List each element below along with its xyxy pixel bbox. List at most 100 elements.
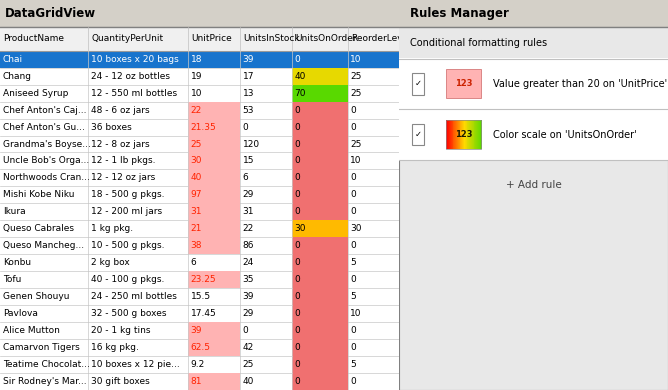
Text: UnitsOnOrder: UnitsOnOrder [295,34,357,43]
Text: Conditional formatting rules: Conditional formatting rules [410,37,547,48]
Text: 18 - 500 g pkgs.: 18 - 500 g pkgs. [91,190,164,199]
Bar [457,120,458,149]
Bar [399,109,668,160]
Text: 17: 17 [242,72,254,81]
Text: 0: 0 [295,156,300,165]
Bar [0,0,399,27]
Text: 5: 5 [350,360,356,369]
Bar [0,119,399,136]
Bar [292,186,347,204]
Text: Chef Anton's Gu...: Chef Anton's Gu... [3,122,85,131]
Text: 39: 39 [190,326,202,335]
Text: UnitPrice: UnitPrice [191,34,232,43]
Bar [292,102,347,119]
Bar [0,170,399,186]
Text: 0: 0 [350,190,356,199]
Text: Queso Cabrales: Queso Cabrales [3,224,73,233]
Text: 29: 29 [242,190,254,199]
Bar [480,120,482,149]
Text: 12 - 12 oz jars: 12 - 12 oz jars [91,174,155,183]
Bar [470,120,471,149]
Text: Alice Mutton: Alice Mutton [3,326,59,335]
Text: Value greater than 20 on 'UnitPrice': Value greater than 20 on 'UnitPrice' [494,79,667,89]
Bar [446,69,482,99]
Bar [473,120,474,149]
Text: 10 boxes x 12 pie...: 10 boxes x 12 pie... [91,360,180,369]
Bar [188,152,240,170]
Bar [188,119,240,136]
Bar [188,220,240,237]
Text: 123: 123 [455,130,473,139]
Text: 86: 86 [242,241,254,250]
Bar [475,120,476,149]
Bar [292,339,347,356]
Text: 30: 30 [295,224,306,233]
Bar [0,373,399,390]
Text: 0: 0 [350,343,356,352]
Text: 10: 10 [190,89,202,98]
Text: 12 - 200 ml jars: 12 - 200 ml jars [91,207,162,216]
Bar [292,373,347,390]
Bar [399,58,668,109]
Bar [477,120,478,149]
Text: Konbu: Konbu [3,258,31,267]
Bar [188,271,240,288]
Bar [478,120,479,149]
Bar [480,120,481,149]
Text: 25: 25 [350,89,361,98]
Text: 25: 25 [350,140,361,149]
Text: 0: 0 [295,326,300,335]
Text: 123: 123 [455,79,473,89]
Bar [292,305,347,322]
Text: 0: 0 [295,190,300,199]
Text: 17.45: 17.45 [190,309,216,318]
Text: 15.5: 15.5 [190,292,210,301]
Text: 0: 0 [350,377,356,386]
Bar [0,27,399,51]
Text: 0: 0 [350,174,356,183]
Text: 21.35: 21.35 [190,122,216,131]
Text: 48 - 6 oz jars: 48 - 6 oz jars [91,106,150,115]
Bar [459,120,460,149]
Bar [465,120,466,149]
Bar [0,136,399,152]
Text: Chang: Chang [3,72,32,81]
Text: 12 - 8 oz jars: 12 - 8 oz jars [91,140,150,149]
Text: 18: 18 [190,55,202,64]
Text: 0: 0 [350,326,356,335]
Text: ReorderLevel: ReorderLevel [351,34,411,43]
Bar [188,373,240,390]
Text: ProductName: ProductName [3,34,64,43]
Text: Rules Manager: Rules Manager [410,7,509,20]
Text: Pavlova: Pavlova [3,309,37,318]
Bar [292,119,347,136]
Text: UnitsInStock: UnitsInStock [243,34,299,43]
Text: 6: 6 [190,258,196,267]
Text: 36 boxes: 36 boxes [91,122,132,131]
Text: 9.2: 9.2 [190,360,205,369]
Bar [292,152,347,170]
Bar [0,288,399,305]
Text: 0: 0 [295,174,300,183]
Bar [454,120,455,149]
Text: Mishi Kobe Niku: Mishi Kobe Niku [3,190,74,199]
Text: Tofu: Tofu [3,275,21,284]
Text: 12 - 1 lb pkgs.: 12 - 1 lb pkgs. [91,156,155,165]
Bar [0,186,399,204]
Bar [0,322,399,339]
Text: 30: 30 [190,156,202,165]
Bar [292,68,347,85]
Text: 0: 0 [295,343,300,352]
Bar [455,120,456,149]
Bar [468,120,470,149]
Bar [0,102,399,119]
Text: 25: 25 [350,72,361,81]
Bar [188,170,240,186]
Text: 20 - 1 kg tins: 20 - 1 kg tins [91,326,150,335]
Text: Queso Mancheg...: Queso Mancheg... [3,241,84,250]
Bar [188,322,240,339]
Text: Teatime Chocolat...: Teatime Chocolat... [3,360,90,369]
Bar [292,220,347,237]
Text: 0: 0 [295,207,300,216]
Text: 0: 0 [295,275,300,284]
